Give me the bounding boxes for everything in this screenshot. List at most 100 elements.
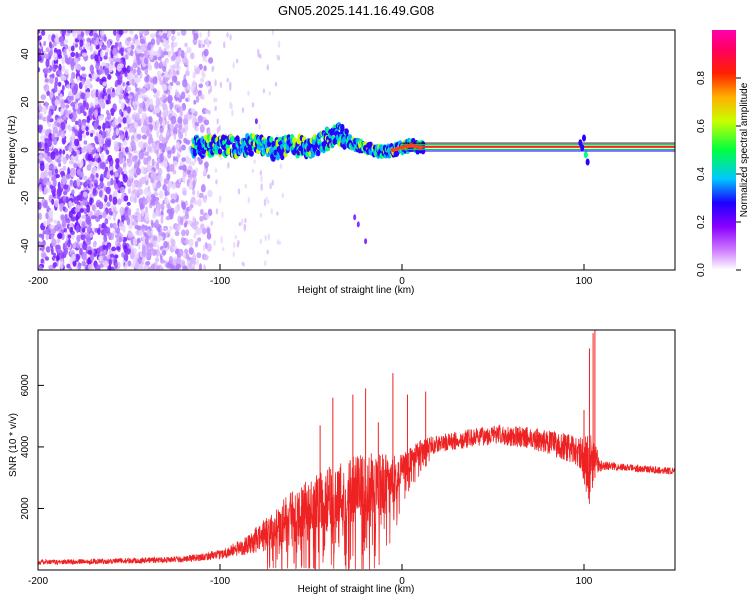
heatmap-cell [144, 225, 148, 231]
heatmap-cell [178, 124, 182, 130]
heatmap-cell [167, 150, 172, 155]
heatmap-cell [101, 130, 107, 139]
heatmap-cell [204, 242, 208, 250]
colorbar-tick-label: 0.0 [696, 263, 707, 277]
heatmap-cell [57, 233, 63, 240]
heatmap-cell [65, 153, 69, 159]
heatmap-cell [69, 140, 73, 146]
heatmap-cell [95, 153, 99, 159]
heatmap-cell [154, 219, 160, 227]
heatmap-cell [240, 218, 244, 226]
heatmap-cell [100, 50, 104, 58]
heatmap-cell [185, 229, 190, 237]
heatmap-cell [159, 235, 164, 241]
heatmap-cell [85, 30, 91, 34]
ridge-cell [413, 144, 419, 149]
heatmap-cell [159, 60, 163, 67]
heatmap-cell [274, 81, 278, 87]
heatmap-cell [88, 263, 92, 270]
heatmap-cell [184, 58, 189, 66]
heatmap-cell [80, 92, 86, 100]
heatmap-cell [118, 236, 122, 243]
heatmap-cell [108, 64, 113, 73]
heatmap-cell [194, 240, 199, 248]
heatmap-cell [173, 41, 178, 48]
heatmap-cell [53, 84, 58, 93]
heatmap-cell [59, 35, 64, 44]
heatmap-cell [146, 164, 152, 172]
ridge-cell [394, 146, 400, 151]
heatmap-cell [145, 261, 151, 266]
heatmap-cell [69, 179, 73, 186]
heatmap-cell [156, 162, 160, 170]
heatmap-cell [49, 90, 54, 99]
heatmap-cell [92, 241, 97, 248]
heatmap-cell [169, 122, 175, 132]
heatmap-cell [161, 93, 167, 99]
heatmap-cell [138, 230, 142, 237]
snr-panel: -200 -100 0 100 2000 4000 6000 Height of stra… [8, 329, 676, 595]
heatmap-cell [104, 219, 108, 224]
heatmap-cell [162, 65, 167, 72]
heatmap-cell [108, 263, 112, 270]
heatmap-cell [207, 129, 211, 135]
spectrogram-x-tick-label: -100 [210, 276, 230, 287]
ridge-cell [404, 144, 410, 149]
heatmap-cell [126, 86, 132, 92]
heatmap-cell [159, 153, 164, 163]
heatmap-cell [70, 51, 76, 58]
heatmap-cell [48, 41, 52, 49]
heatmap-cell [222, 247, 225, 252]
heatmap-cell [72, 132, 76, 141]
heatmap-cell [66, 84, 71, 89]
heatmap-cell [45, 212, 49, 220]
heatmap-cell [165, 215, 171, 221]
heatmap-cell [131, 183, 136, 190]
heatmap-cell [78, 193, 84, 202]
heatmap-cell [56, 54, 63, 59]
heatmap-cell [66, 263, 71, 269]
heatmap-cell [190, 258, 196, 265]
heatmap-cell [119, 206, 125, 216]
heatmap-cell [89, 232, 94, 239]
heatmap-cell [53, 47, 58, 54]
heatmap-cell [152, 182, 157, 189]
heatmap-cell [47, 34, 51, 42]
heatmap-cell [114, 254, 119, 259]
heatmap-cell [99, 92, 103, 99]
heatmap-cell [45, 58, 50, 68]
heatmap-cell [117, 166, 123, 173]
heatmap-cell [115, 33, 120, 42]
heatmap-cell [226, 78, 229, 83]
heatmap-cell [38, 142, 42, 150]
heatmap-cell [139, 38, 146, 45]
heatmap-cell [148, 243, 154, 248]
heatmap-cell [95, 89, 99, 98]
heatmap-cell [267, 233, 271, 241]
heatmap-cell [95, 62, 100, 70]
heatmap-cell [143, 97, 148, 102]
heatmap-cell [192, 189, 196, 196]
heatmap-cell [192, 223, 198, 230]
heatmap-cell [130, 166, 135, 176]
heatmap-cell [98, 115, 104, 121]
heatmap-cell [229, 34, 232, 41]
heatmap-cell [227, 162, 230, 169]
heatmap-cell [244, 217, 247, 223]
heatmap-cell [196, 227, 202, 235]
heatmap-cell [199, 208, 204, 215]
heatmap-cell [156, 129, 160, 138]
heatmap-cell [157, 226, 161, 233]
heatmap-cell [45, 234, 50, 241]
chart-title: GN05.2025.141.16.49.G08 [278, 3, 434, 18]
heatmap-cell [54, 199, 59, 208]
heatmap-cell [38, 48, 41, 57]
heatmap-cell [115, 157, 120, 164]
heatmap-cell [189, 179, 193, 186]
heatmap-cell [86, 204, 91, 213]
heatmap-cell [160, 203, 165, 211]
heatmap-cell [158, 31, 162, 36]
heatmap-cell [162, 33, 168, 39]
heatmap-cell [61, 59, 65, 65]
heatmap-cell [158, 190, 164, 199]
